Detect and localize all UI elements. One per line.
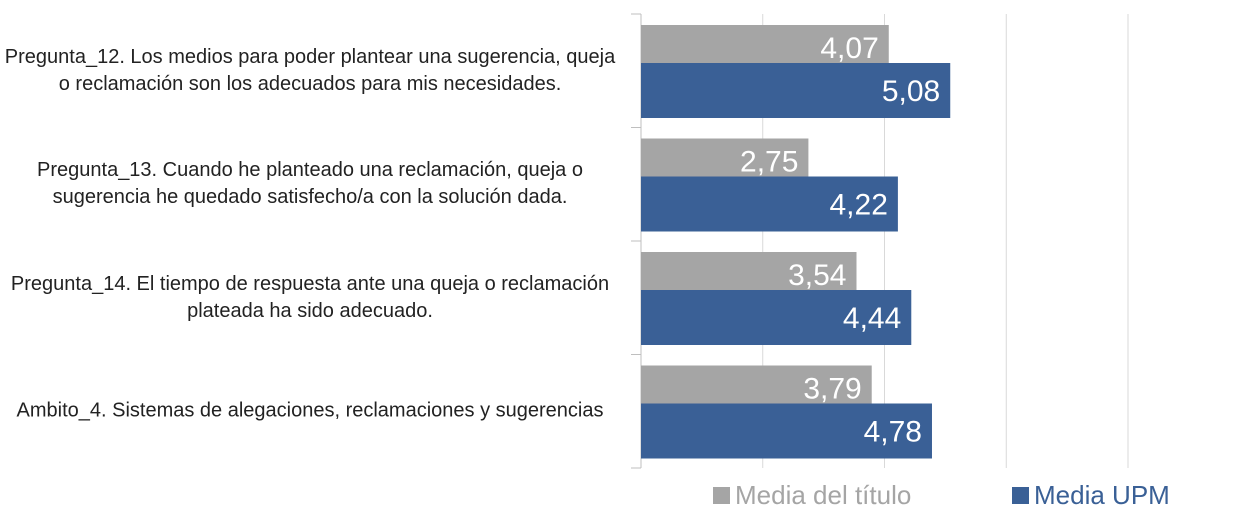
value-label: 4,78 <box>864 415 922 448</box>
category-label: Pregunta_14. El tiempo de respuesta ante… <box>10 272 610 322</box>
value-label: 5,08 <box>882 75 940 108</box>
legend-label: Media UPM <box>1034 480 1170 510</box>
value-label: 2,75 <box>740 145 798 178</box>
bar <box>641 176 898 232</box>
value-label: 3,54 <box>788 259 846 292</box>
legend-swatch <box>1012 487 1029 504</box>
bar <box>641 63 951 118</box>
category-label: Pregunta_12. Los medios para poder plant… <box>4 45 616 95</box>
value-label: 4,07 <box>820 32 878 65</box>
legend-swatch <box>713 487 730 504</box>
bar <box>641 290 912 345</box>
value-label: 4,22 <box>830 188 888 221</box>
category-label: Pregunta_13. Cuando he planteado una rec… <box>37 159 583 209</box>
bar <box>641 403 932 459</box>
category-label: Ambito_4. Sistemas de alegaciones, recla… <box>16 399 604 422</box>
value-label: 4,44 <box>843 302 901 335</box>
value-label: 3,79 <box>803 372 861 405</box>
legend-label: Media del título <box>735 480 911 510</box>
